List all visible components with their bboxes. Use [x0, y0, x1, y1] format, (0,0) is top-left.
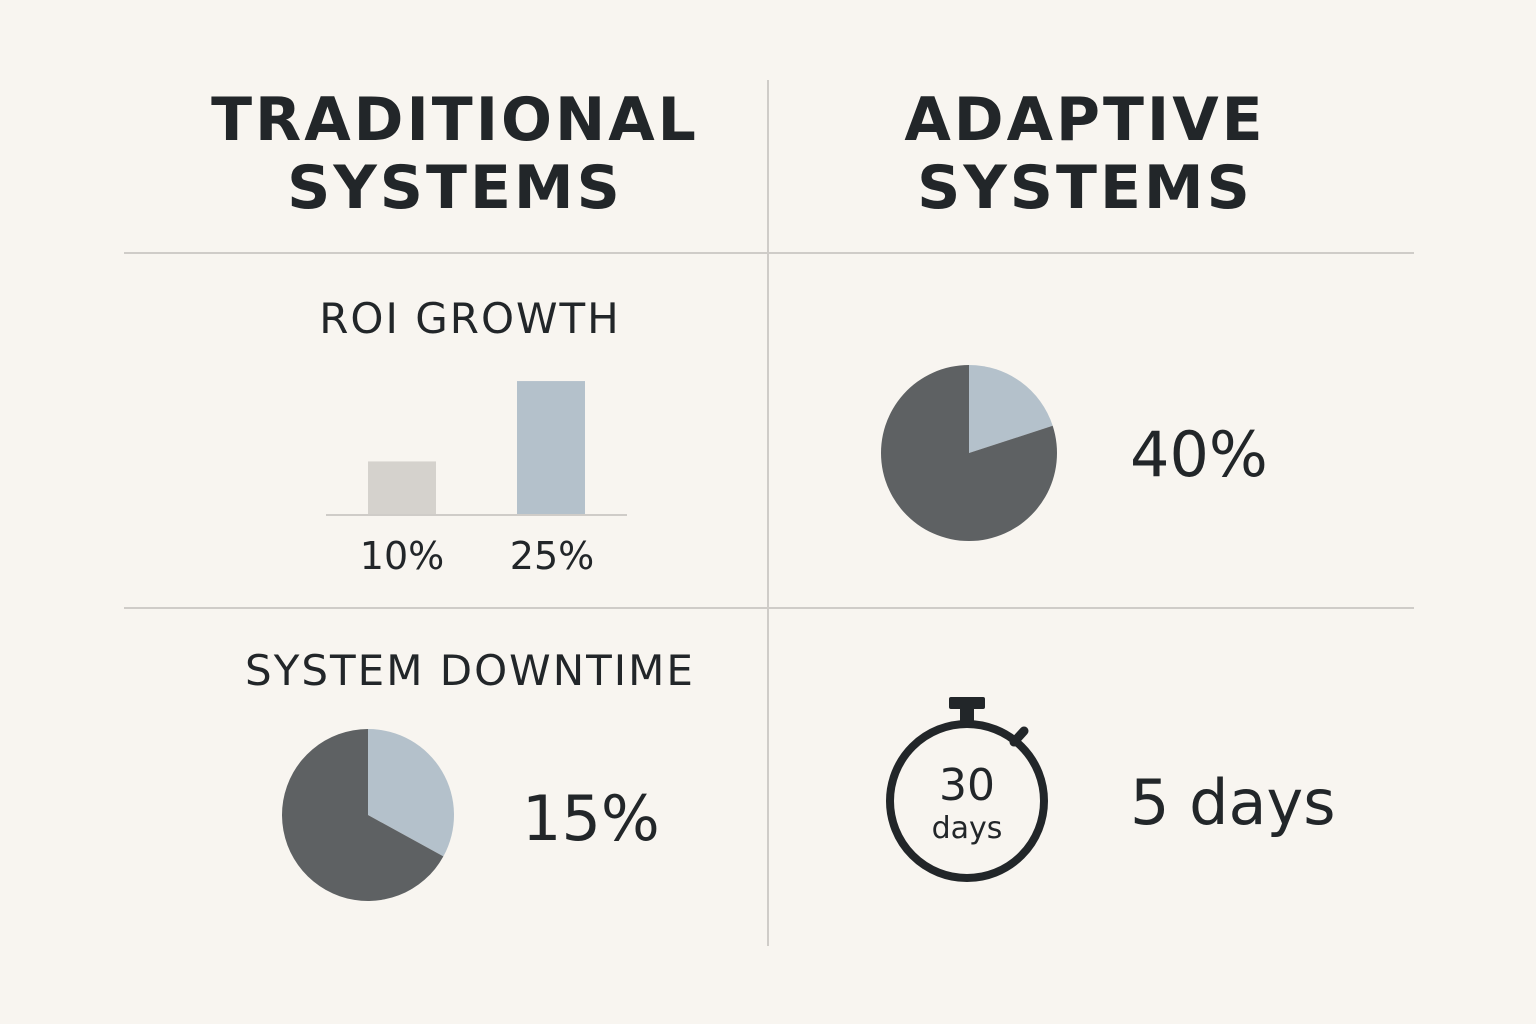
- bar-label-25: 25%: [509, 534, 595, 578]
- adaptive-systems-title: ADAPTIVE SYSTEMS: [904, 85, 1266, 223]
- bar-label-10: 10%: [359, 534, 445, 578]
- stopwatch-unit: days: [932, 811, 1003, 846]
- pie-slice-rest: [281, 729, 444, 902]
- roi-adaptive-value: 40%: [1130, 418, 1268, 491]
- traditional-systems-title: TRADITIONAL SYSTEMS: [211, 85, 699, 223]
- vertical-divider: [767, 80, 769, 946]
- pie-slice-highlight: [368, 729, 454, 857]
- roi-growth-title: ROI GROWTH: [319, 294, 621, 343]
- downtime-traditional-value: 15%: [522, 782, 660, 855]
- system-downtime-title: SYSTEM DOWNTIME: [245, 646, 695, 695]
- pie-slice-rest: [880, 365, 1058, 542]
- bar-1: [517, 381, 585, 515]
- downtime-adaptive-value: 5 days: [1130, 766, 1336, 839]
- stopwatch-number: 30: [939, 760, 995, 811]
- header-divider: [124, 252, 1414, 254]
- pie-slice-highlight: [969, 365, 1053, 453]
- bar-0: [368, 461, 436, 515]
- row-divider: [124, 607, 1414, 609]
